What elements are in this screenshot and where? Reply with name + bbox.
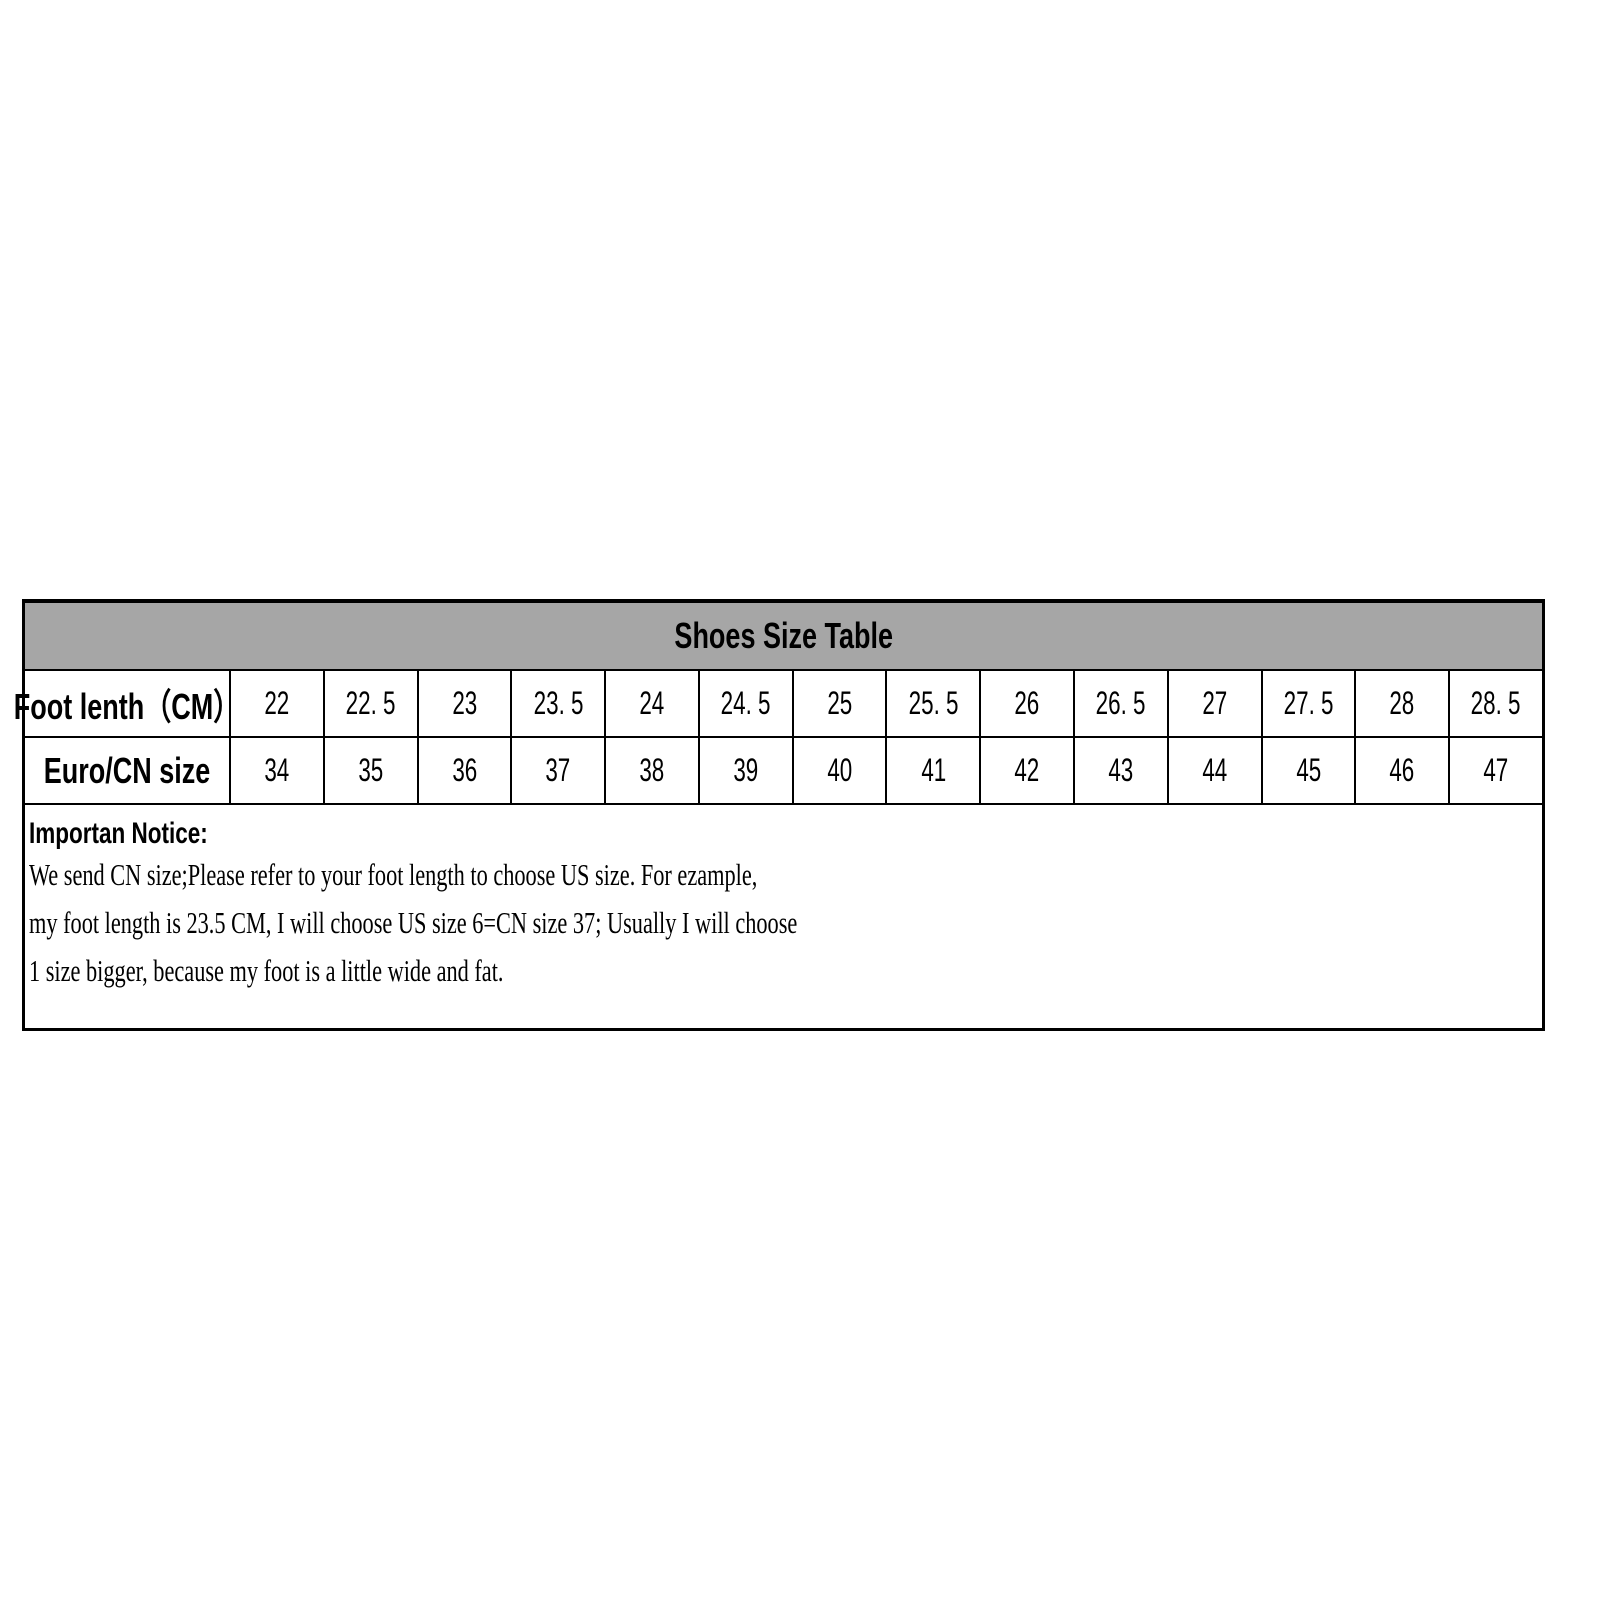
cell-value: 41 xyxy=(920,752,946,788)
cell-value: 28 xyxy=(1389,685,1415,721)
row-label-cell: Foot lenth（CM） xyxy=(14,671,240,736)
table-cell: 25. 5 xyxy=(887,671,982,736)
row-label: Euro/CN size xyxy=(43,749,211,791)
cell-value: 28. 5 xyxy=(1471,685,1521,721)
cell-value: 24. 5 xyxy=(720,685,771,721)
cell-value: 27 xyxy=(1202,685,1228,721)
notice-line: my foot length is 23.5 CM, I will choose… xyxy=(29,905,798,940)
notice-heading: Importan Notice: xyxy=(29,817,208,850)
table-cell: 28 xyxy=(1356,671,1451,736)
table-cell: 27 xyxy=(1169,671,1263,736)
cell-value: 38 xyxy=(639,752,665,788)
table-cell: 40 xyxy=(794,738,888,803)
table-cell: 36 xyxy=(419,738,513,803)
table-cell: 34 xyxy=(231,738,325,803)
cell-value: 27. 5 xyxy=(1283,685,1334,721)
table-cell: 43 xyxy=(1075,738,1169,803)
row-label: Foot lenth（CM） xyxy=(13,685,241,727)
cell-value: 36 xyxy=(451,752,477,788)
table-cell: 22 xyxy=(231,671,325,736)
cell-value: 35 xyxy=(358,752,384,788)
table-cell: 41 xyxy=(887,738,982,803)
cell-value: 47 xyxy=(1483,752,1509,788)
table-cell: 37 xyxy=(512,738,607,803)
table-title: Shoes Size Table xyxy=(674,615,893,656)
table-cell: 28. 5 xyxy=(1450,671,1542,736)
table-cell: 45 xyxy=(1263,738,1357,803)
table-cell: 27. 5 xyxy=(1263,671,1357,736)
cell-value: 26 xyxy=(1014,685,1040,721)
table-cell: 46 xyxy=(1356,738,1451,803)
table-title-bar: Shoes Size Table xyxy=(25,603,1542,671)
table-cell: 22. 5 xyxy=(325,671,419,736)
cell-value: 22 xyxy=(264,685,290,721)
table-cell: 24. 5 xyxy=(700,671,794,736)
table-cell: 26. 5 xyxy=(1075,671,1169,736)
cell-value: 23 xyxy=(451,685,477,721)
notice-line: We send CN size;Please refer to your foo… xyxy=(29,857,758,892)
notice-section: Importan Notice: We send CN size;Please … xyxy=(29,813,1542,995)
table-cell: 24 xyxy=(606,671,700,736)
cell-value: 45 xyxy=(1296,752,1321,788)
shoe-size-table: Shoes Size Table Foot lenth（CM） 22 22. 5 2… xyxy=(14,599,1545,1031)
table-cell: 25 xyxy=(794,671,888,736)
foot-length-row: Foot lenth（CM） 22 22. 5 23 23. 5 24 24. 5 25 25… xyxy=(14,671,1542,738)
table-cell: 35 xyxy=(325,738,419,803)
cell-value: 23. 5 xyxy=(533,685,584,721)
table-cell: 23 xyxy=(419,671,513,736)
table-cell: 23. 5 xyxy=(512,671,607,736)
table-cell: 44 xyxy=(1169,738,1263,803)
cell-value: 34 xyxy=(264,752,290,788)
cell-value: 25 xyxy=(827,685,853,721)
cell-value: 44 xyxy=(1202,752,1228,788)
table-cell: 38 xyxy=(606,738,700,803)
cell-value: 22. 5 xyxy=(345,685,396,721)
cell-value: 24 xyxy=(639,685,665,721)
table-cell: 42 xyxy=(981,738,1076,803)
table-cell: 47 xyxy=(1450,738,1542,803)
table-cell: 39 xyxy=(700,738,794,803)
cell-value: 39 xyxy=(733,752,759,788)
notice-line: 1 size bigger, because my foot is a litt… xyxy=(29,953,504,988)
euro-cn-size-row: Euro/CN size 34 35 36 37 38 39 40 41 42 43 44 45 46 4… xyxy=(25,738,1542,805)
cell-value: 43 xyxy=(1108,752,1134,788)
row-label-cell: Euro/CN size xyxy=(25,738,231,803)
cell-value: 25. 5 xyxy=(908,685,959,721)
cell-value: 42 xyxy=(1014,752,1040,788)
table-cell: 26 xyxy=(981,671,1076,736)
cell-value: 26. 5 xyxy=(1096,685,1146,721)
cell-value: 40 xyxy=(827,752,853,788)
cell-value: 46 xyxy=(1389,752,1415,788)
cell-value: 37 xyxy=(545,752,571,788)
